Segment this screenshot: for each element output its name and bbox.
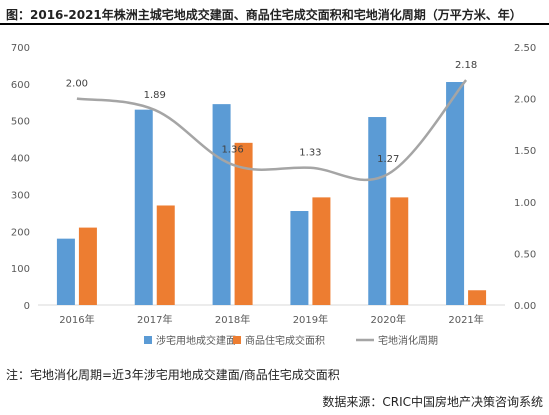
x-tick-label: 2016年 bbox=[59, 313, 94, 326]
left-axis-tick-label: 200 bbox=[11, 227, 30, 238]
line-data-label: 1.36 bbox=[221, 145, 243, 156]
legend-swatch bbox=[144, 336, 152, 344]
bar-land bbox=[56, 238, 75, 305]
line-data-label: 1.27 bbox=[377, 154, 399, 165]
right-axis-tick-label: 0.00 bbox=[514, 301, 536, 312]
left-axis-tick-label: 300 bbox=[11, 190, 30, 201]
x-tick-label: 2021年 bbox=[448, 313, 483, 326]
legend-label: 涉宅用地成交建面 bbox=[156, 334, 236, 347]
legend-swatch bbox=[233, 336, 241, 344]
x-tick-label: 2019年 bbox=[293, 313, 328, 326]
right-axis-tick-label: 2.50 bbox=[514, 43, 536, 54]
line-data-label: 1.33 bbox=[299, 148, 321, 159]
left-axis-tick-label: 0 bbox=[24, 301, 30, 312]
bar-housing bbox=[78, 227, 97, 305]
right-axis-tick-label: 0.50 bbox=[514, 249, 536, 260]
left-axis-tick-label: 100 bbox=[11, 264, 30, 275]
bar-land bbox=[290, 211, 309, 305]
right-axis-tick-label: 1.50 bbox=[514, 146, 536, 157]
left-axis-tick-label: 500 bbox=[11, 117, 30, 128]
right-axis-tick-label: 1.00 bbox=[514, 198, 536, 209]
bar-land bbox=[134, 109, 153, 306]
bar-housing bbox=[156, 205, 175, 305]
bar-housing bbox=[312, 197, 331, 305]
line-data-label: 2.18 bbox=[455, 60, 477, 71]
right-axis-tick-label: 2.00 bbox=[514, 95, 536, 106]
x-tick-label: 2018年 bbox=[215, 313, 250, 326]
bar-land bbox=[368, 117, 387, 306]
bar-housing bbox=[390, 197, 409, 305]
chart-title: 图：2016-2021年株洲主城宅地成交建面、商品住宅成交面积和宅地消化周期（万… bbox=[6, 8, 522, 22]
footnote: 注：宅地消化周期=近3年涉宅用地成交建面/商品住宅成交面积 bbox=[6, 368, 340, 382]
bar-housing bbox=[468, 290, 487, 305]
left-axis-tick-label: 600 bbox=[11, 80, 30, 91]
line-data-label: 1.89 bbox=[144, 90, 166, 101]
data-source: 数据来源：CRIC中国房地产决策咨询系统 bbox=[322, 395, 543, 409]
left-axis-tick-label: 700 bbox=[11, 43, 30, 54]
legend-label: 宅地消化周期 bbox=[378, 334, 438, 347]
bar-land bbox=[446, 82, 465, 305]
x-tick-label: 2020年 bbox=[371, 313, 406, 326]
x-tick-label: 2017年 bbox=[137, 313, 172, 326]
bar-land bbox=[212, 104, 231, 305]
bar-housing bbox=[234, 142, 253, 305]
left-axis-tick-label: 400 bbox=[11, 154, 30, 165]
legend-label: 商品住宅成交面积 bbox=[245, 334, 325, 347]
title-rule bbox=[0, 23, 549, 25]
line-data-label: 2.00 bbox=[66, 79, 88, 90]
line-digestion-cycle bbox=[76, 79, 468, 182]
